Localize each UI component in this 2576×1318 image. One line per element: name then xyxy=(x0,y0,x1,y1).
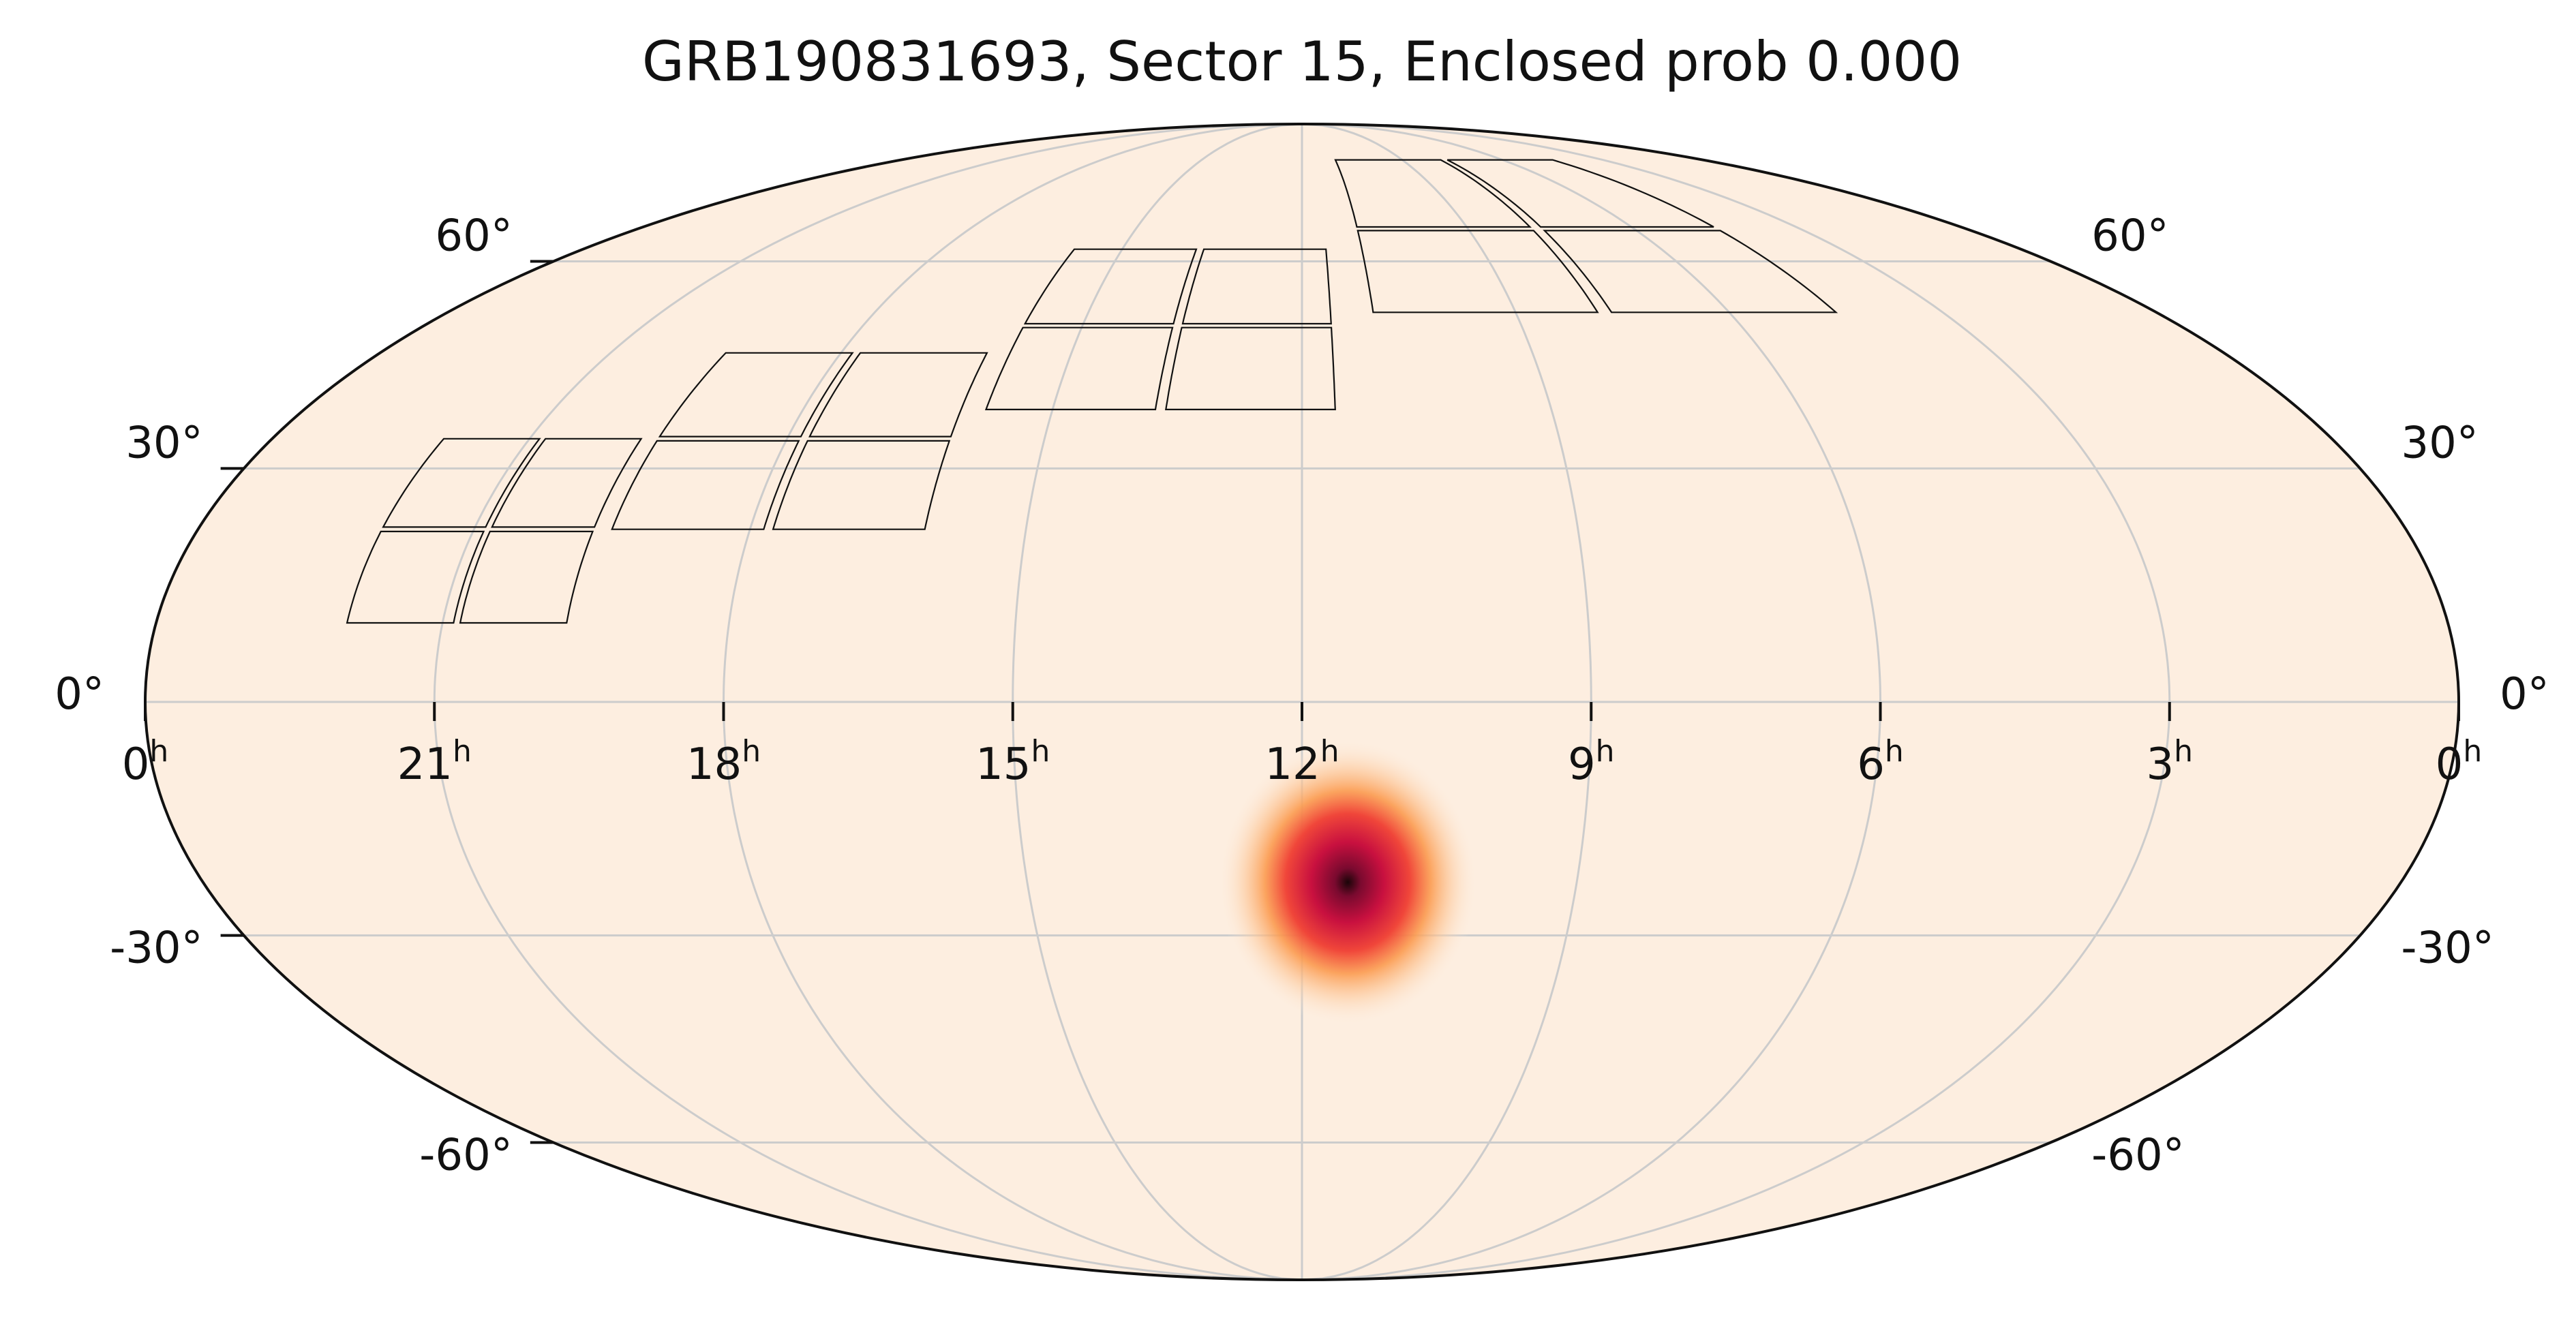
ccd-outline xyxy=(459,530,594,624)
camera-2 xyxy=(611,352,988,530)
camera-3 xyxy=(984,248,1336,410)
ccd-outline xyxy=(611,440,800,530)
ccd-outline xyxy=(1357,230,1599,313)
camera-1 xyxy=(346,438,643,624)
ccd-outline xyxy=(1165,326,1336,410)
ccd-outline xyxy=(984,326,1174,410)
dec-tick-label-right: 30° xyxy=(2401,418,2478,468)
ra-tick-label: 0h xyxy=(122,734,169,790)
ra-tick-label: 6h xyxy=(1857,734,1904,790)
ra-tick-label: 18h xyxy=(686,734,761,790)
dec-tick-label-right: -30° xyxy=(2401,923,2494,974)
dec-tick-label-right: 60° xyxy=(2091,211,2168,261)
chart-title: GRB190831693, Sector 15, Enclosed prob 0… xyxy=(642,30,1962,93)
ccd-outline xyxy=(1181,248,1332,325)
ccd-outline xyxy=(772,440,951,530)
ra-tick-label: 0h xyxy=(2436,734,2483,790)
ccd-outline xyxy=(808,352,988,438)
localization-blob xyxy=(1218,739,1478,1026)
ccd-outline xyxy=(491,438,643,528)
ccd-outline xyxy=(382,438,541,528)
dec-tick-label-right: 0° xyxy=(2500,669,2549,720)
ra-tick-label: 3h xyxy=(2146,734,2193,790)
localization-region xyxy=(1218,739,1478,1026)
ra-tick-label: 21h xyxy=(397,734,472,790)
dec-tick-label-left: 60° xyxy=(435,211,512,261)
ccd-outline xyxy=(1543,230,1838,313)
sector-footprint xyxy=(346,159,1838,624)
dec-tick-label-left: 30° xyxy=(125,418,202,468)
ccd-outline xyxy=(1446,159,1714,228)
ccd-outline xyxy=(658,352,854,438)
ra-tick-labels: 0h 21h 18h 15h 12h 9h 6h 3h 0h xyxy=(122,702,2483,790)
ra-tick-label: 12h xyxy=(1264,734,1339,790)
ccd-outline xyxy=(346,530,485,624)
dec-tick-label-right: -60° xyxy=(2091,1131,2185,1181)
camera-4 xyxy=(1334,159,1838,313)
dec-tick-label-left: -30° xyxy=(110,923,203,974)
dec-tick-label-left: 0° xyxy=(55,669,104,720)
ccd-outline xyxy=(1334,159,1532,228)
dec-tick-label-left: -60° xyxy=(419,1131,513,1181)
ra-tick-label: 9h xyxy=(1568,734,1615,790)
dec-tick-labels: 60° 60° 30° 30° 0° 0° -30° -30° -60° -60° xyxy=(55,211,2549,1180)
ra-tick-label: 15h xyxy=(975,734,1050,790)
ccd-outline xyxy=(1023,248,1198,325)
